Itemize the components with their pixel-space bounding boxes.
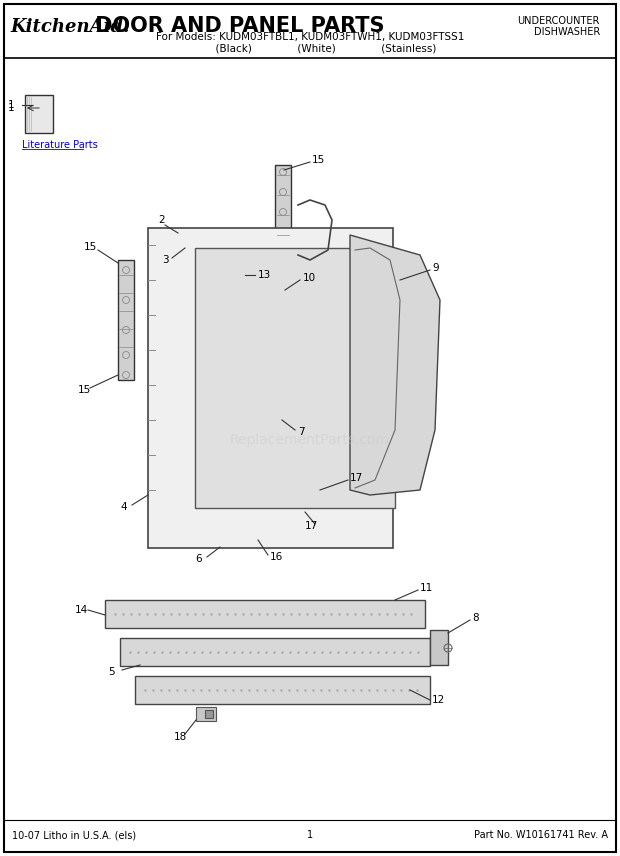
Text: 1: 1 [8,103,15,113]
Text: 4: 4 [120,502,126,512]
Text: 15: 15 [312,155,326,165]
Bar [105,600,425,628]
Bar [430,630,448,665]
Bar [148,228,393,548]
Text: UNDERCOUNTER: UNDERCOUNTER [518,16,600,26]
Text: 8: 8 [472,613,479,623]
Text: 1: 1 [8,100,15,110]
Bar [195,248,395,508]
Text: KitchenAid.: KitchenAid. [10,18,130,36]
Text: 2: 2 [158,215,165,225]
Text: 6: 6 [195,554,202,564]
Bar [196,707,216,721]
Text: DOOR AND PANEL PARTS: DOOR AND PANEL PARTS [88,16,384,36]
Bar [205,710,213,718]
Text: 5: 5 [108,667,115,677]
Bar [275,165,291,265]
Text: 10-07 Litho in U.S.A. (els): 10-07 Litho in U.S.A. (els) [12,830,136,840]
Text: 9: 9 [432,263,438,273]
Text: Literature Parts: Literature Parts [22,140,98,150]
Text: 10: 10 [303,273,316,283]
Text: 3: 3 [162,255,169,265]
Text: DISHWASHER: DISHWASHER [534,27,600,37]
Text: Part No. W10161741 Rev. A: Part No. W10161741 Rev. A [474,830,608,840]
Text: 11: 11 [420,583,433,593]
Polygon shape [350,235,440,495]
Text: 17: 17 [350,473,363,483]
Text: 16: 16 [270,552,283,562]
Text: 13: 13 [258,270,272,280]
Bar [25,95,53,133]
Text: 15: 15 [78,385,91,395]
Text: 17: 17 [305,521,318,531]
Bar [135,676,430,704]
Text: 14: 14 [75,605,88,615]
Text: (Black)              (White)              (Stainless): (Black) (White) (Stainless) [184,43,436,53]
Text: 15: 15 [84,242,97,252]
Text: 1: 1 [307,830,313,840]
Text: ReplacementParts.com: ReplacementParts.com [230,433,390,447]
Bar [118,260,134,380]
Text: For Models: KUDM03FTBL1, KUDM03FTWH1, KUDM03FTSS1: For Models: KUDM03FTBL1, KUDM03FTWH1, KU… [156,32,464,42]
Text: 7: 7 [298,427,304,437]
Bar [120,638,430,666]
Text: 12: 12 [432,695,445,705]
Text: 18: 18 [174,732,187,742]
